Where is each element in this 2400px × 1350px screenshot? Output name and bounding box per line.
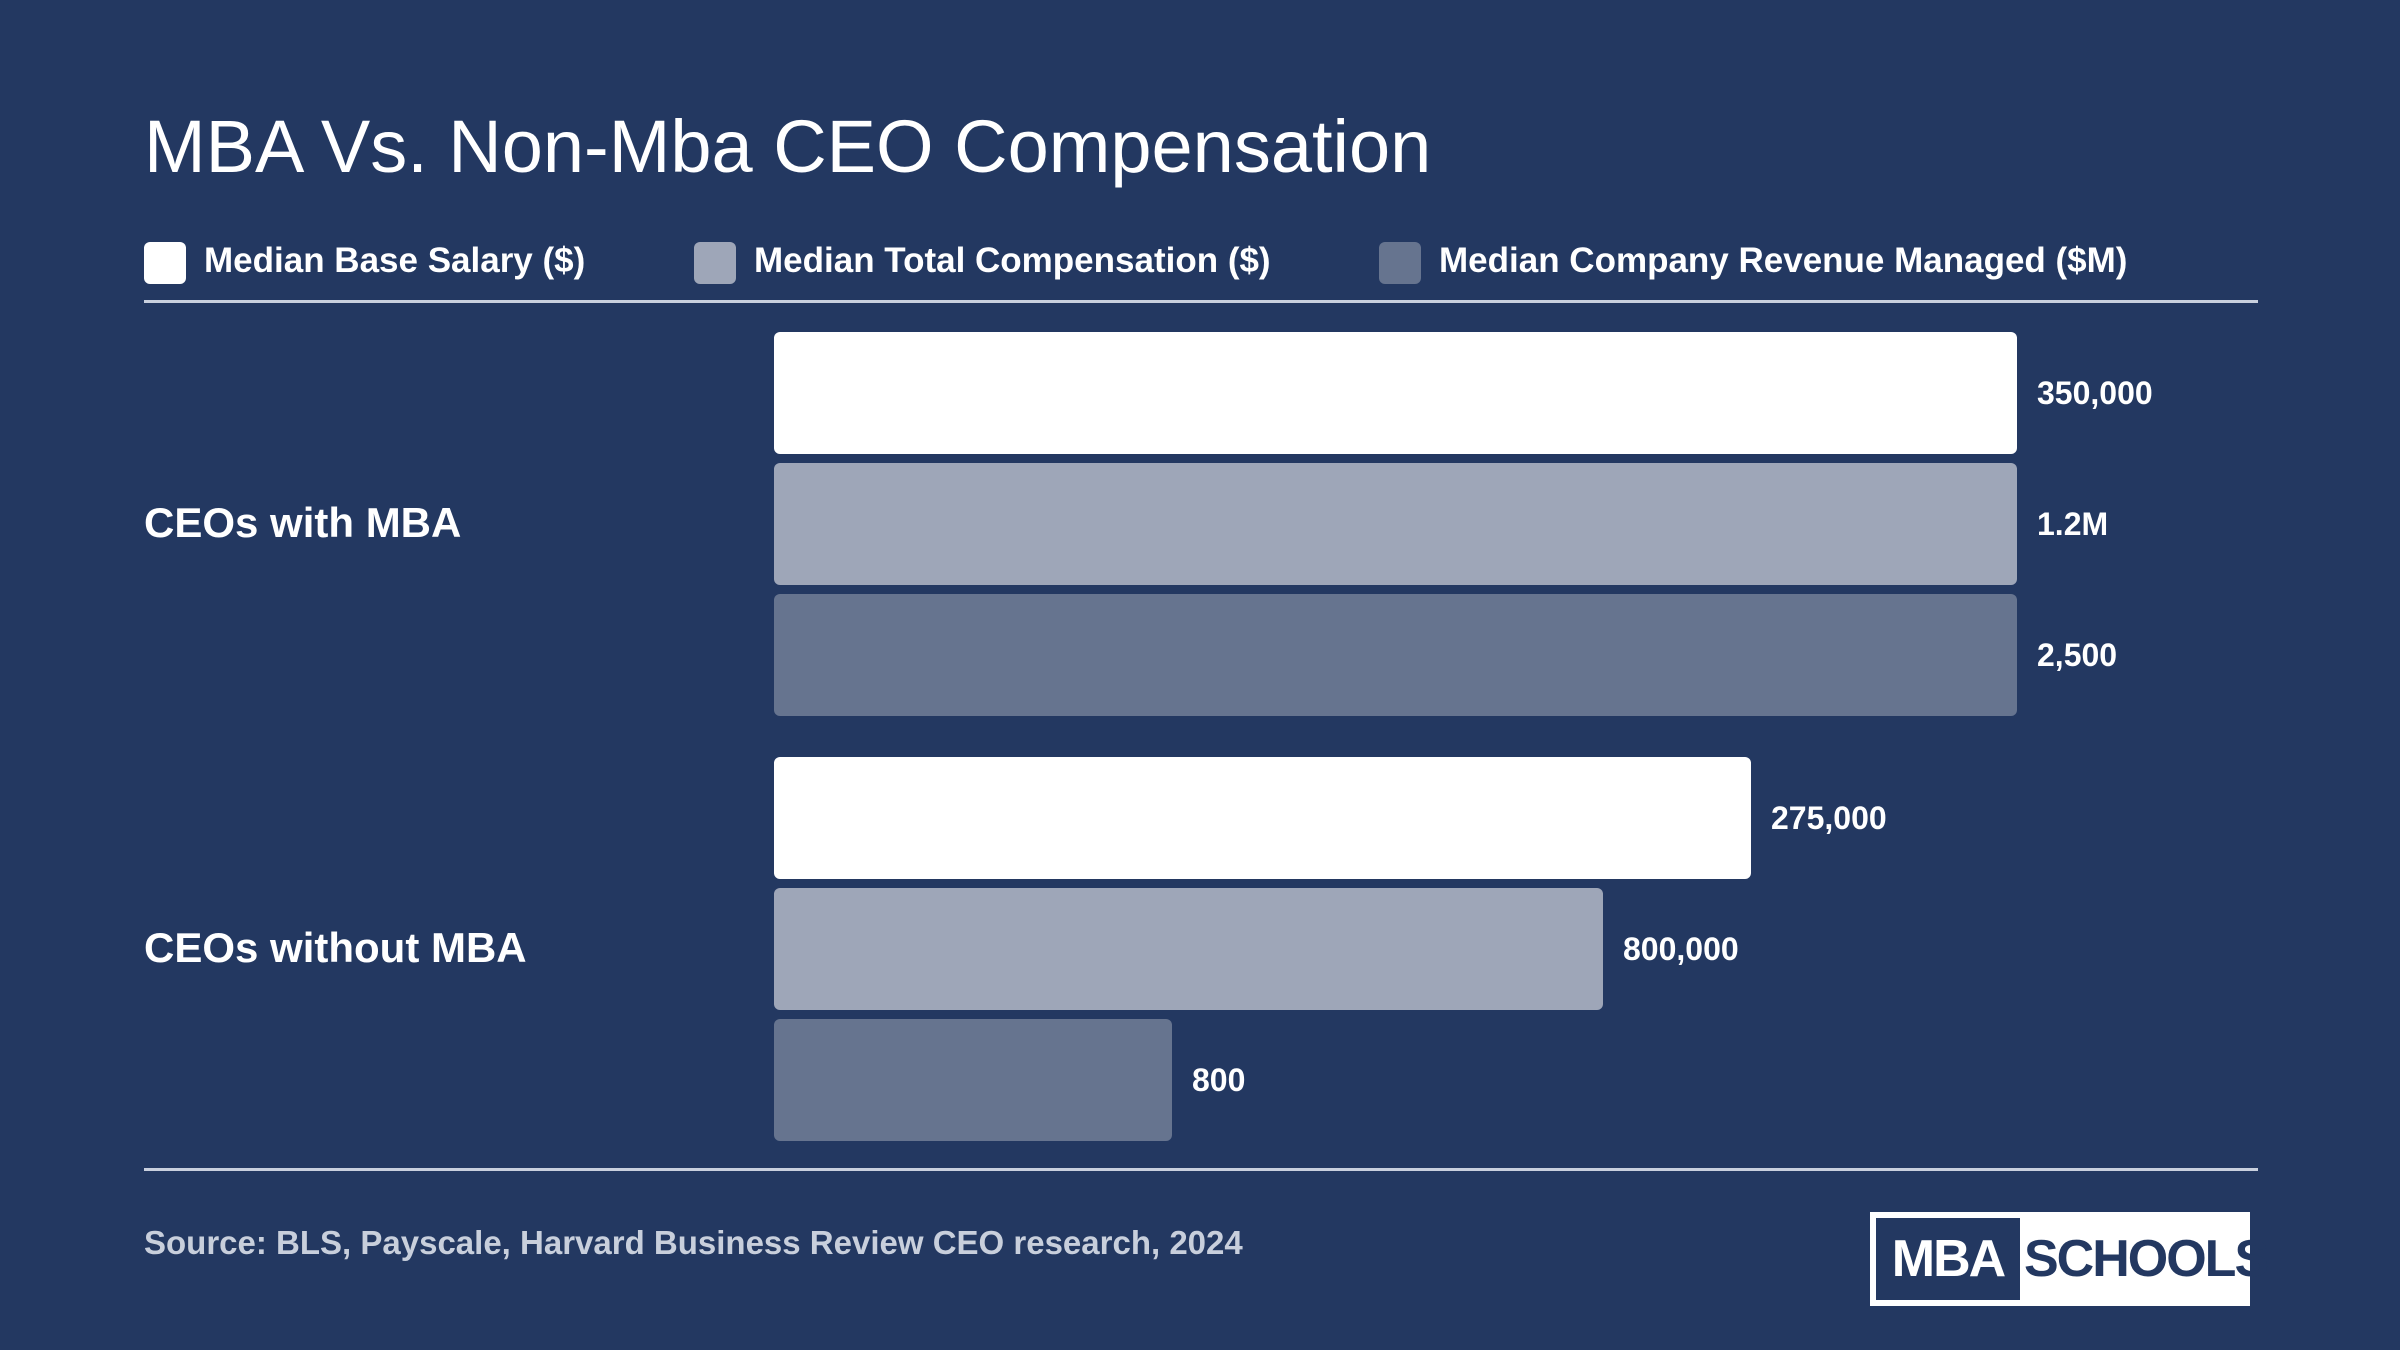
value-label-without-mba-revenue-managed: 800 bbox=[1192, 1062, 1246, 1098]
value-label-with-mba-base-salary: 350,000 bbox=[2037, 375, 2153, 411]
legend-label-total-compensation: Median Total Compensation ($) bbox=[754, 241, 1271, 280]
source-note: Source: BLS, Payscale, Harvard Business … bbox=[144, 1224, 1243, 1261]
value-label-without-mba-base-salary: 275,000 bbox=[1771, 800, 1887, 836]
value-label-with-mba-revenue-managed: 2,500 bbox=[2037, 637, 2118, 673]
top-divider bbox=[144, 300, 2258, 303]
logo-schools-text: SCHOOLS bbox=[2024, 1230, 2269, 1288]
category-label-without-mba: CEOs without MBA bbox=[144, 924, 527, 971]
bar-with-mba-base-salary bbox=[774, 332, 2017, 454]
bar-with-mba-total-compensation bbox=[774, 463, 2017, 585]
chart-title: MBA Vs. Non-Mba CEO Compensation bbox=[144, 105, 1432, 188]
legend-label-revenue-managed: Median Company Revenue Managed ($M) bbox=[1439, 241, 2128, 280]
value-label-without-mba-total-compensation: 800,000 bbox=[1623, 931, 1739, 967]
bar-without-mba-base-salary bbox=[774, 757, 1751, 879]
bar-without-mba-revenue-managed bbox=[774, 1019, 1172, 1141]
legend-label-base-salary: Median Base Salary ($) bbox=[204, 241, 586, 280]
value-label-with-mba-total-compensation: 1.2M bbox=[2037, 506, 2109, 542]
bottom-divider bbox=[144, 1168, 2258, 1171]
bar-with-mba-revenue-managed bbox=[774, 594, 2017, 716]
category-label-with-mba: CEOs with MBA bbox=[144, 499, 462, 546]
legend-swatch-total-compensation bbox=[694, 242, 736, 284]
logo-mba-text: MBA bbox=[1876, 1218, 2020, 1300]
legend-swatch-revenue-managed bbox=[1379, 242, 1421, 284]
mba-schools-logo: MBA SCHOOLS bbox=[1870, 1212, 2269, 1306]
legend-swatch-base-salary bbox=[144, 242, 186, 284]
bar-without-mba-total-compensation bbox=[774, 888, 1603, 1010]
